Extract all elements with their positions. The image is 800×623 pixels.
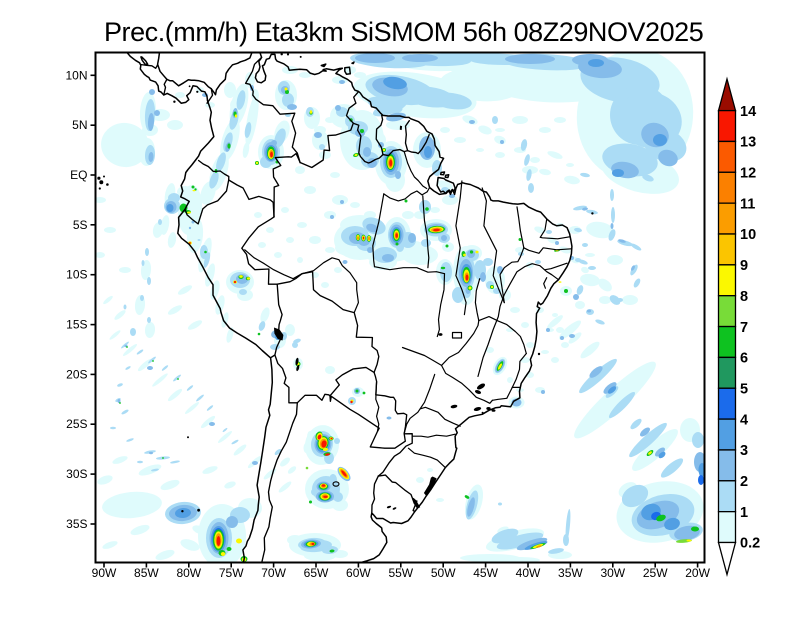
svg-text:12: 12 <box>740 166 756 182</box>
svg-text:70W: 70W <box>261 566 286 580</box>
svg-text:45W: 45W <box>473 566 498 580</box>
svg-text:35S: 35S <box>66 517 87 531</box>
svg-text:2: 2 <box>740 474 748 490</box>
svg-text:40W: 40W <box>516 566 541 580</box>
svg-text:0.2: 0.2 <box>740 536 760 552</box>
svg-text:30S: 30S <box>66 467 87 481</box>
svg-text:5N: 5N <box>72 118 87 132</box>
svg-text:5: 5 <box>740 381 748 397</box>
svg-text:35W: 35W <box>558 566 583 580</box>
svg-text:25W: 25W <box>643 566 668 580</box>
svg-text:1: 1 <box>740 505 748 521</box>
svg-text:20W: 20W <box>685 566 710 580</box>
svg-text:4: 4 <box>740 412 748 428</box>
svg-text:9: 9 <box>740 258 748 274</box>
svg-text:EQ: EQ <box>70 168 87 182</box>
svg-text:Prec.(mm/h) Eta3km SiSMOM 56h: Prec.(mm/h) Eta3km SiSMOM 56h 08Z29NOV20… <box>104 17 703 47</box>
svg-text:60W: 60W <box>346 566 371 580</box>
svg-text:5S: 5S <box>73 218 88 232</box>
svg-text:14: 14 <box>740 104 756 120</box>
svg-text:85W: 85W <box>134 566 159 580</box>
svg-text:30W: 30W <box>600 566 625 580</box>
svg-text:20S: 20S <box>66 367 87 381</box>
svg-text:50W: 50W <box>431 566 456 580</box>
svg-text:8: 8 <box>740 289 748 305</box>
svg-text:80W: 80W <box>176 566 201 580</box>
svg-text:55W: 55W <box>388 566 413 580</box>
svg-text:75W: 75W <box>219 566 244 580</box>
svg-text:90W: 90W <box>92 566 117 580</box>
svg-text:7: 7 <box>740 320 748 336</box>
svg-text:10N: 10N <box>65 68 87 82</box>
svg-text:15S: 15S <box>66 318 87 332</box>
svg-text:13: 13 <box>740 135 756 151</box>
svg-text:65W: 65W <box>304 566 329 580</box>
svg-text:25S: 25S <box>66 417 87 431</box>
svg-text:6: 6 <box>740 351 748 367</box>
svg-text:10S: 10S <box>66 268 87 282</box>
svg-text:10: 10 <box>740 227 756 243</box>
svg-text:11: 11 <box>740 196 755 212</box>
svg-text:3: 3 <box>740 443 748 459</box>
